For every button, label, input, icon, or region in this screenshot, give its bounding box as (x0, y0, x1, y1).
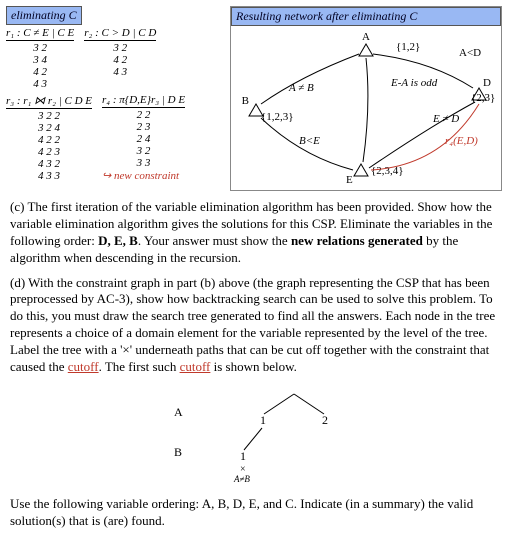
svg-text:A<D: A<D (459, 47, 481, 59)
svg-text:2: 2 (322, 413, 328, 427)
svg-text:{1,2}: {1,2} (396, 41, 420, 53)
svg-text:{2,3,4}: {2,3,4} (371, 165, 404, 177)
para-c: (c) The first iteration of the variable … (10, 199, 498, 267)
table-r1: r₁ : C ≠ E | C E 3 23 44 24 3 (6, 27, 74, 90)
svg-text:B: B (242, 95, 249, 107)
svg-text:A: A (174, 405, 183, 419)
svg-text:B: B (174, 445, 182, 459)
svg-text:A≠B: A≠B (233, 474, 250, 484)
svg-text:A: A (362, 31, 370, 43)
svg-text:1: 1 (240, 449, 246, 463)
eliminating-header: eliminating C (6, 6, 82, 25)
svg-text:1: 1 (260, 413, 266, 427)
svg-text:E-A is odd: E-A is odd (390, 77, 438, 89)
svg-text:E: E (346, 174, 353, 186)
svg-text:r₄(E,D): r₄(E,D) (445, 135, 478, 147)
para-d: (d) With the constraint graph in part (b… (10, 275, 498, 376)
table-r4: r₄ : π{D,E}r₃ | D E 2 22 32 43 23 3 ↪ ne… (102, 94, 185, 182)
svg-text:{1,2,3}: {1,2,3} (261, 111, 294, 123)
table-r2: r₂ : C > D | C D 3 24 24 3 (84, 27, 156, 90)
para-final: Use the following variable ordering: A, … (10, 496, 498, 530)
constraint-graph: A {1,2} A<D B {1,2,3} A ≠ B D {2,3} E-A … (231, 26, 501, 186)
new-constraint-label: ↪ new constraint (102, 169, 185, 182)
svg-text:D: D (483, 77, 491, 89)
svg-text:A ≠ B: A ≠ B (288, 82, 314, 94)
search-tree: A B 1 2 1 × A≠B (144, 384, 364, 484)
result-header: Resulting network after eliminating C (231, 7, 501, 26)
svg-text:B<E: B<E (299, 135, 320, 147)
table-r3: r₃ : r₁ ⋈ r₂ | C D E 3 2 23 2 44 2 24 2 … (6, 94, 92, 182)
